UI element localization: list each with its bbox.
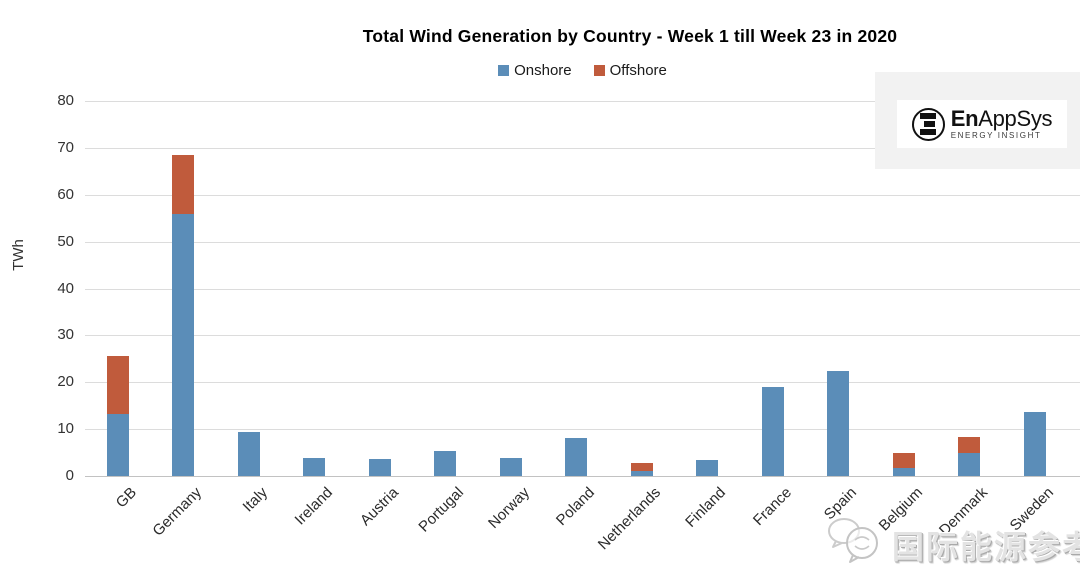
x-tick-label-netherlands: Netherlands <box>594 484 664 554</box>
bar-offshore-gb <box>106 355 129 415</box>
y-tick-label-80: 80 <box>57 92 74 109</box>
bar-onshore-italy <box>237 432 260 476</box>
y-axis-title: TWh <box>10 239 27 271</box>
x-tick-label-germany: Germany <box>149 484 206 540</box>
bar-onshore-spain <box>827 371 849 476</box>
x-tick-label-italy: Italy <box>239 484 271 516</box>
enappsys-logo: EnAppSys ENERGY INSIGHT <box>897 100 1067 148</box>
logo-brand-text: EnAppSys <box>950 106 1053 131</box>
speech-bubbles-icon <box>828 518 878 563</box>
logo-tagline: ENERGY INSIGHT <box>950 131 1042 140</box>
gridline-80 <box>85 101 1080 102</box>
y-tick-label-30: 30 <box>57 326 74 344</box>
x-tick-label-france: France <box>749 484 795 530</box>
bar-onshore-sweden <box>1023 412 1046 476</box>
gridline-0 <box>85 476 1080 477</box>
watermark: 国际能源参考 <box>826 514 1080 570</box>
y-tick-label-40: 40 <box>57 279 74 297</box>
bar-onshore-poland <box>565 437 587 476</box>
bar-onshore-norway <box>499 457 522 476</box>
bar-offshore-denmark <box>958 436 980 453</box>
gridline-20 <box>85 382 1080 384</box>
legend-item-offshore: Offshore <box>593 62 667 79</box>
x-tick-label-finland: Finland <box>682 484 730 531</box>
bar-offshore-netherlands <box>630 463 653 471</box>
gridline-70 <box>85 147 1080 149</box>
bar-offshore-germany <box>172 154 194 215</box>
gridline-50 <box>85 241 1080 243</box>
bar-onshore-finland <box>696 460 718 476</box>
x-tick-label-gb: GB <box>112 484 140 512</box>
gridline-30 <box>85 335 1080 337</box>
bar-onshore-belgium <box>892 468 915 476</box>
enappsys-mark-icon <box>911 107 945 141</box>
x-tick-label-portugal: Portugal <box>415 484 468 536</box>
legend-label-offshore: Offshore <box>609 62 667 79</box>
legend-label-onshore: Onshore <box>514 62 572 79</box>
x-tick-label-norway: Norway <box>484 484 533 532</box>
x-tick-label-ireland: Ireland <box>291 484 337 529</box>
y-tick-label-0: 0 <box>65 467 74 484</box>
y-tick-label-50: 50 <box>57 232 74 250</box>
gridline-40 <box>85 288 1080 290</box>
bar-onshore-france <box>761 386 784 476</box>
bar-onshore-gb <box>106 414 129 476</box>
bar-onshore-netherlands <box>630 470 653 476</box>
x-tick-label-poland: Poland <box>552 484 599 530</box>
bar-onshore-portugal <box>434 451 456 476</box>
bar-onshore-austria <box>368 458 391 476</box>
bar-onshore-ireland <box>303 458 325 476</box>
y-tick-label-70: 70 <box>57 138 74 156</box>
legend: Onshore Offshore <box>85 62 1080 79</box>
onshore-swatch-icon <box>498 65 510 76</box>
bar-onshore-germany <box>172 214 194 476</box>
legend-item-onshore: Onshore <box>498 62 572 79</box>
x-tick-label-austria: Austria <box>356 484 402 530</box>
bar-offshore-belgium <box>892 452 915 469</box>
chart-title: Total Wind Generation by Country - Week … <box>362 26 898 46</box>
offshore-swatch-icon <box>593 65 605 76</box>
watermark-text: 国际能源参考 <box>892 528 1080 566</box>
y-tick-label-60: 60 <box>57 185 74 203</box>
gridline-10 <box>85 429 1080 431</box>
gridline-60 <box>85 194 1080 196</box>
y-tick-label-20: 20 <box>57 373 74 391</box>
y-tick-label-10: 10 <box>57 420 74 438</box>
bar-onshore-denmark <box>958 452 980 476</box>
